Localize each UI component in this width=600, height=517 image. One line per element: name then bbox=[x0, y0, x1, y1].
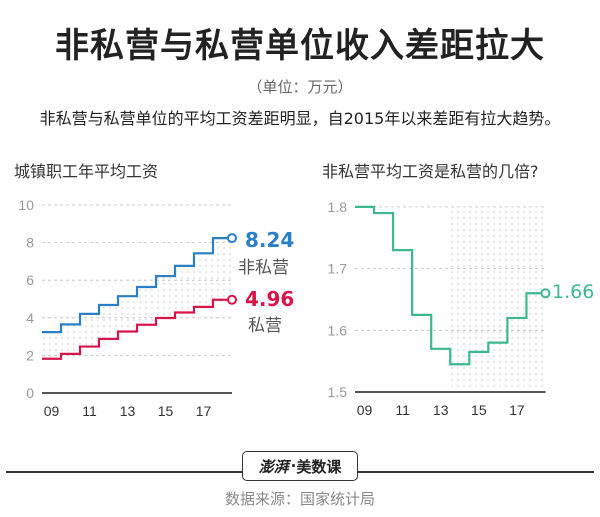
end-point-marker bbox=[540, 288, 551, 299]
x-tick-label: 13 bbox=[120, 403, 136, 419]
y-tick-label: 2 bbox=[26, 347, 34, 363]
charts-canvas: 0 2 4 6 8 10 09 11 13 15 17 1.5 1.6 1.7 1.8 09 11 13 15 17 bbox=[18, 197, 551, 419]
private-end-value: 4.96 bbox=[245, 287, 295, 311]
series-line bbox=[355, 205, 546, 366]
footer-divider-right bbox=[358, 471, 594, 473]
end-point-marker bbox=[227, 233, 237, 244]
brand-logo: 澎湃 · 美数课 bbox=[242, 451, 358, 481]
series-line bbox=[42, 236, 232, 334]
series-line bbox=[42, 298, 232, 360]
brand-dot: · bbox=[290, 457, 297, 475]
x-tick-label: 15 bbox=[471, 402, 487, 418]
y-tick-label: 1.8 bbox=[328, 199, 348, 215]
subtitle: 非私营与私营单位的平均工资差距明显，自2015年以来差距有拉大趋势。 bbox=[39, 109, 561, 128]
y-tick-label: 10 bbox=[18, 197, 34, 213]
x-tick-label: 11 bbox=[395, 402, 410, 418]
page-title: 非私营与私营单位收入差距拉大 bbox=[55, 26, 545, 66]
end-point-marker bbox=[227, 294, 237, 305]
footer-divider-left bbox=[6, 471, 242, 473]
x-tick-label: 13 bbox=[433, 402, 449, 418]
brand-name: 澎湃 bbox=[258, 457, 289, 476]
period-shading bbox=[450, 206, 546, 392]
x-tick-label: 11 bbox=[82, 403, 97, 419]
right-chart-title: 非私营平均工资是私营的几倍? bbox=[322, 162, 539, 181]
y-tick-label: 1.5 bbox=[328, 384, 348, 400]
x-tick-label: 17 bbox=[509, 402, 525, 418]
column-name: 美数课 bbox=[296, 457, 342, 476]
ratio-end-value: 1.66 bbox=[552, 281, 595, 303]
x-tick-label: 09 bbox=[357, 402, 373, 418]
left-chart: 0 2 4 6 8 10 09 11 13 15 17 bbox=[18, 197, 237, 419]
y-tick-label: 1.6 bbox=[328, 322, 348, 338]
non-private-end-value: 8.24 bbox=[245, 228, 295, 252]
gap-shading bbox=[42, 238, 232, 359]
data-source: 数据来源：国家统计局 bbox=[224, 490, 375, 508]
y-tick-label: 6 bbox=[26, 272, 34, 288]
y-tick-label: 1.7 bbox=[328, 261, 348, 277]
right-chart: 1.5 1.6 1.7 1.8 09 11 13 15 17 bbox=[328, 199, 551, 418]
y-tick-label: 4 bbox=[26, 310, 34, 326]
x-tick-label: 09 bbox=[44, 403, 60, 419]
left-chart-title: 城镇职工年平均工资 bbox=[14, 162, 159, 181]
y-tick-label: 0 bbox=[26, 385, 34, 401]
unit-label: （单位：万元） bbox=[247, 78, 353, 96]
y-tick-label: 8 bbox=[26, 235, 34, 251]
private-label: 私营 bbox=[248, 316, 282, 336]
non-private-label: 非私营 bbox=[238, 258, 289, 278]
x-tick-label: 17 bbox=[196, 403, 212, 419]
x-tick-label: 15 bbox=[158, 403, 174, 419]
